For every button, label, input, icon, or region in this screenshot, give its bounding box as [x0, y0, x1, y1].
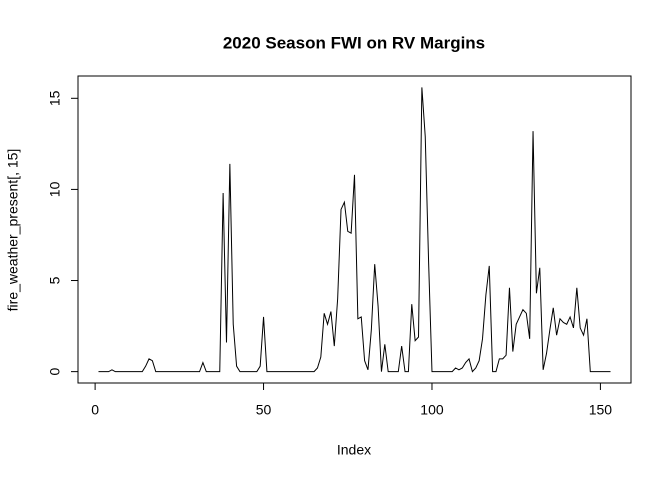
series-line [98, 87, 611, 373]
chart-title: 2020 Season FWI on RV Margins [223, 33, 485, 52]
y-tick-label: 10 [47, 181, 63, 197]
y-axis-label: fire_weather_present[, 15] [5, 149, 21, 312]
y-tick-label: 5 [47, 276, 63, 284]
x-tick-label: 50 [256, 402, 272, 418]
x-tick-label: 150 [589, 402, 613, 418]
y-tick-label: 0 [47, 368, 63, 376]
x-axis-label: Index [337, 442, 371, 458]
x-tick-label: 0 [91, 402, 99, 418]
x-tick-label: 100 [420, 402, 444, 418]
y-tick-label: 15 [47, 90, 63, 106]
plot-box [77, 75, 632, 384]
